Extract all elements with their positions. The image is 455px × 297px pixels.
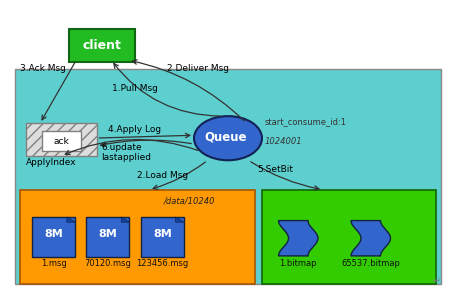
Text: ack: ack bbox=[53, 137, 69, 146]
Text: client: client bbox=[83, 39, 121, 52]
FancyBboxPatch shape bbox=[69, 29, 135, 62]
Text: 1.msg: 1.msg bbox=[40, 260, 66, 268]
Text: start_consume_id:1: start_consume_id:1 bbox=[264, 118, 345, 127]
FancyBboxPatch shape bbox=[141, 217, 183, 257]
Text: Queue: Queue bbox=[204, 130, 247, 143]
Text: 65537.bitmap: 65537.bitmap bbox=[341, 259, 399, 268]
FancyBboxPatch shape bbox=[15, 69, 440, 284]
FancyBboxPatch shape bbox=[20, 190, 255, 284]
Text: 3.Ack Msg: 3.Ack Msg bbox=[20, 64, 65, 72]
Text: 1.Pull Msg: 1.Pull Msg bbox=[112, 84, 158, 93]
Text: 8M: 8M bbox=[152, 229, 171, 239]
Text: /data/10240: /data/10240 bbox=[163, 196, 214, 205]
FancyBboxPatch shape bbox=[86, 217, 129, 257]
Text: 6.update
lastapplied: 6.update lastapplied bbox=[101, 143, 151, 162]
Text: ApplyIndex: ApplyIndex bbox=[26, 158, 77, 167]
Polygon shape bbox=[278, 221, 317, 256]
Circle shape bbox=[193, 116, 262, 160]
Polygon shape bbox=[121, 217, 129, 222]
Text: 70120.msg: 70120.msg bbox=[84, 260, 131, 268]
Text: 1024001: 1024001 bbox=[264, 137, 301, 146]
Text: 123456.msg: 123456.msg bbox=[136, 260, 188, 268]
FancyBboxPatch shape bbox=[26, 124, 96, 156]
Text: 2.Load Msg: 2.Load Msg bbox=[137, 171, 188, 180]
FancyBboxPatch shape bbox=[32, 217, 75, 257]
FancyBboxPatch shape bbox=[42, 131, 81, 151]
Polygon shape bbox=[67, 217, 75, 222]
Text: ↵: ↵ bbox=[431, 276, 440, 286]
Text: 1.bitmap: 1.bitmap bbox=[279, 259, 316, 268]
Text: 5.SetBit: 5.SetBit bbox=[257, 165, 293, 174]
FancyBboxPatch shape bbox=[262, 190, 435, 284]
Text: 2.Deliver Msg: 2.Deliver Msg bbox=[167, 64, 228, 72]
Text: 8M: 8M bbox=[98, 229, 117, 239]
Text: 8M: 8M bbox=[44, 229, 63, 239]
Polygon shape bbox=[350, 221, 389, 256]
Polygon shape bbox=[175, 217, 183, 222]
Text: 4.Apply Log: 4.Apply Log bbox=[108, 125, 161, 134]
